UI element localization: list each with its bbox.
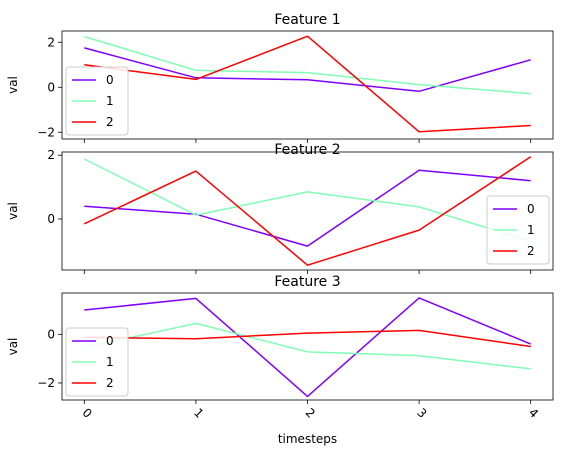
series-line-0	[84, 169, 531, 247]
chart-title: Feature 2	[274, 142, 340, 158]
y-axis-label: val	[6, 76, 20, 94]
series-line-2	[84, 35, 531, 133]
series-line-2	[84, 329, 531, 348]
series-line-1	[84, 35, 531, 95]
legend: 0 1 2	[65, 66, 129, 136]
series-line-0	[84, 297, 531, 398]
legend-label-2: 2	[106, 376, 114, 390]
chart-panel-1: 2 0 −2 Feature 1 val 0 1 2	[6, 12, 554, 143]
x-tick-label: 1	[191, 406, 206, 421]
series-line-2	[83, 156, 532, 266]
y-tick-label: 2	[47, 148, 55, 162]
legend-label-1: 1	[106, 94, 114, 108]
legend-label-1: 1	[106, 355, 114, 369]
y-axis-label: val	[6, 338, 20, 356]
chart-title: Feature 3	[274, 274, 340, 290]
legend-label-2: 2	[106, 115, 114, 129]
series-line-1	[84, 322, 531, 370]
y-tick-label: −2	[37, 125, 55, 139]
series-line-0	[84, 47, 531, 93]
legend: 0 1 2	[65, 327, 129, 397]
series-line-1	[83, 158, 531, 243]
legend-label-0: 0	[527, 202, 535, 216]
legend-label-2: 2	[527, 244, 535, 258]
y-tick-label: 2	[47, 35, 55, 49]
chart-panel-3: 0 −2 0 1 2 3 4 Feature 3 val timesteps 0 1 2	[6, 274, 554, 446]
y-tick-label: 0	[47, 80, 55, 94]
legend-box	[65, 66, 129, 136]
x-axis-label: timesteps	[278, 432, 337, 446]
legend-box	[486, 195, 550, 265]
legend: 0 1 2	[486, 195, 550, 265]
chart-title: Feature 1	[274, 12, 340, 28]
y-axis-label: val	[6, 202, 20, 220]
legend-label-0: 0	[106, 73, 114, 87]
axes-frame	[61, 30, 554, 140]
y-tick-label: −2	[37, 376, 55, 390]
legend-label-0: 0	[106, 334, 114, 348]
legend-box	[65, 327, 129, 397]
x-tick-label: 3	[414, 406, 429, 421]
y-tick-label: 0	[47, 327, 55, 341]
chart-panel-2: 2 0 Feature 2 val 0 1 2	[6, 142, 554, 274]
y-tick-label: 0	[47, 212, 55, 226]
x-tick-label: 0	[79, 406, 94, 421]
legend-label-1: 1	[527, 223, 535, 237]
x-tick-label: 4	[526, 406, 541, 421]
x-tick-label: 2	[303, 406, 318, 421]
axes-frame	[61, 151, 554, 271]
axes-frame	[61, 292, 554, 401]
